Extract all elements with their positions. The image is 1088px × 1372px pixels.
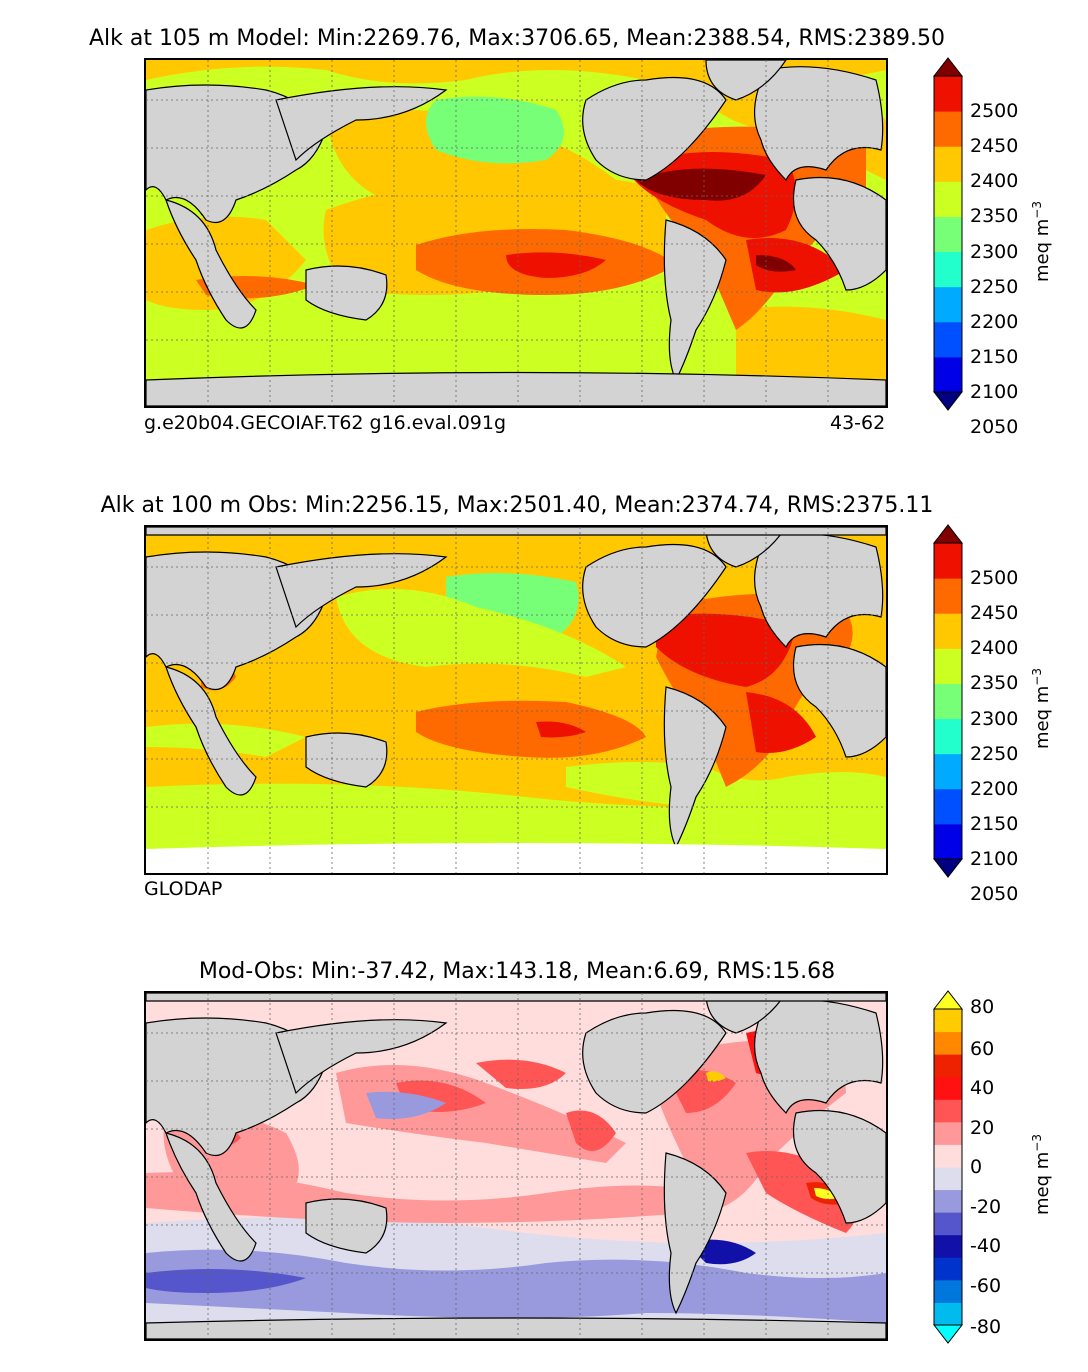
colorbar-segment <box>934 286 962 323</box>
colorbar-tick-label: 2500 <box>970 100 1019 123</box>
diff-title: Mod-Obs: Min:-37.42, Max:143.18, Mean:6.… <box>198 959 836 984</box>
obs-panel: Alk at 100 m Obs: Min:2256.15, Max:2501.… <box>100 493 1053 906</box>
model-colorbar <box>932 57 964 411</box>
colorbar-segment <box>934 753 962 790</box>
colorbar-segment <box>934 788 962 825</box>
colorbar-tick-label: 2150 <box>970 345 1019 368</box>
colorbar-tick-label: 60 <box>970 1037 995 1060</box>
colorbar-tick-label: -80 <box>970 1316 1002 1338</box>
colorbar-segment <box>934 321 962 358</box>
colorbar-tick-label: 2100 <box>970 848 1019 870</box>
colorbar-segment <box>934 1144 962 1168</box>
colorbar-segment <box>934 1212 962 1236</box>
colorbar-segment <box>934 543 962 579</box>
colorbar-segment <box>934 146 962 182</box>
colorbar-tick-label: 2400 <box>970 170 1019 193</box>
diff-colorbar <box>932 990 964 1344</box>
colorbar-segment <box>934 251 962 288</box>
colorbar-segment <box>934 1076 962 1100</box>
colorbar-tick-label: -60 <box>970 1274 1002 1297</box>
obs-map <box>144 525 888 875</box>
colorbar-tick-label: 2050 <box>970 883 1019 906</box>
colorbar-segment <box>934 216 962 253</box>
colorbar-segment <box>934 1031 962 1055</box>
obs-caption-left: GLODAP <box>144 878 223 900</box>
colorbar-tick-label: 2100 <box>970 381 1019 403</box>
colorbar-segment <box>934 823 962 860</box>
colorbar-tick-label: 2500 <box>970 567 1019 590</box>
model-caption-right: 43-62 <box>830 412 886 434</box>
colorbar-segment <box>934 718 962 755</box>
obs-colorbar <box>932 524 964 878</box>
colorbar-tick-label: 2350 <box>970 672 1019 695</box>
colorbar-tick-label: 2350 <box>970 205 1019 228</box>
colorbar-segment <box>934 613 962 649</box>
colorbar-tick-label: 2200 <box>970 310 1019 333</box>
colorbar-tick-label: -40 <box>970 1235 1002 1257</box>
colorbar-segment <box>934 1234 962 1258</box>
obs-title: Alk at 100 m Obs: Min:2256.15, Max:2501.… <box>100 493 934 518</box>
colorbar-segment <box>934 181 962 217</box>
colorbar-frame <box>933 542 963 860</box>
colorbar-segment <box>934 111 962 147</box>
colorbar-tick-label: 40 <box>970 1077 995 1099</box>
colorbar-tick-label: 20 <box>970 1116 995 1139</box>
colorbar-frame <box>933 75 963 393</box>
colorbar-tick-label: 0 <box>970 1156 983 1178</box>
colorbar-segment <box>934 578 962 614</box>
colorbar-segment <box>934 1257 962 1281</box>
colorbar-tick-label: 2300 <box>970 240 1019 263</box>
colorbar-tick-label: 2400 <box>970 637 1019 660</box>
colorbar-segment <box>934 648 962 684</box>
colorbar-tick-label: 2300 <box>970 707 1019 730</box>
colorbar-tick-label: 2450 <box>970 135 1019 158</box>
colorbar-segment <box>934 1189 962 1213</box>
colorbar-tick-label: 2250 <box>970 275 1019 298</box>
colorbar-min-extend <box>932 1324 964 1344</box>
model-panel: Alk at 105 m Model: Min:2269.76, Max:370… <box>0 0 1088 460</box>
model-map <box>144 58 888 408</box>
colorbar-segment <box>934 1279 962 1303</box>
model-caption-left: g.e20b04.GECOIAF.T62 g16.eval.091g <box>144 412 507 434</box>
colorbar-segment <box>934 1121 962 1145</box>
colorbar-tick-label: 80 <box>970 996 995 1018</box>
colorbar-segment <box>934 356 962 393</box>
colorbar-tick-label: 2050 <box>970 416 1019 439</box>
colorbar-tick-label: -20 <box>970 1195 1002 1218</box>
colorbar-segment <box>934 1099 962 1123</box>
colorbar-tick-label: 2250 <box>970 742 1019 765</box>
colorbar-max-extend <box>932 990 964 1010</box>
colorbar-tick-label: 2200 <box>970 777 1019 800</box>
diff-map <box>144 991 888 1341</box>
colorbar-frame <box>933 1008 963 1326</box>
colorbar-tick-label: 2450 <box>970 602 1019 625</box>
colorbar-segment <box>934 683 962 720</box>
colorbar-segment <box>934 1302 962 1326</box>
model-title: Alk at 105 m Model: Min:2269.76, Max:370… <box>88 26 946 51</box>
colorbar-segment <box>934 76 962 112</box>
diff-colorbar-label: meq m−3 <box>1030 1134 1053 1215</box>
colorbar-segment <box>934 1009 962 1033</box>
colorbar-segment <box>934 1054 962 1078</box>
colorbar-tick-label: 2150 <box>970 812 1019 835</box>
colorbar-segment <box>934 1167 962 1191</box>
